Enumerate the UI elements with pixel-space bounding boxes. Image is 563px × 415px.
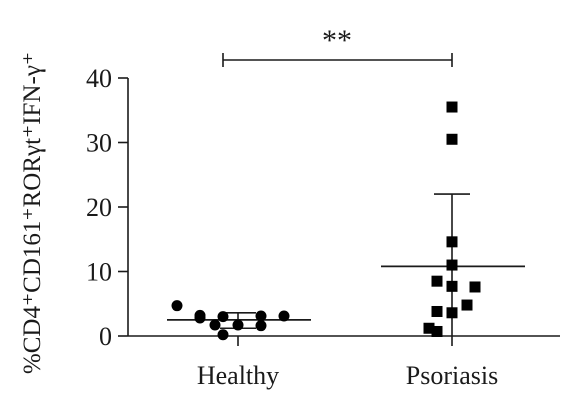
data-point xyxy=(171,300,183,312)
data-point xyxy=(194,312,206,324)
data-point xyxy=(423,322,435,334)
data-point xyxy=(217,311,229,323)
data-point xyxy=(217,329,229,341)
x-tick-label: Psoriasis xyxy=(406,361,498,390)
data-point xyxy=(446,101,458,113)
y-axis-label: %CD4⁺CD161⁺RORγt⁺IFN-γ⁺ xyxy=(19,52,46,374)
data-marks xyxy=(167,101,525,341)
x-tick-label: Healthy xyxy=(197,361,279,390)
data-point xyxy=(255,320,267,332)
data-point xyxy=(278,310,290,322)
y-tick-label: 40 xyxy=(86,64,112,93)
data-point xyxy=(431,275,443,287)
data-point xyxy=(446,133,458,145)
y-tick-label: 10 xyxy=(86,258,112,287)
data-point xyxy=(232,319,244,331)
data-point xyxy=(446,236,458,248)
data-point xyxy=(469,281,481,293)
significance-label: ** xyxy=(322,24,352,57)
data-point xyxy=(461,299,473,311)
data-point xyxy=(209,319,221,331)
data-point xyxy=(446,307,458,319)
data-point xyxy=(446,280,458,292)
data-point xyxy=(431,325,443,337)
y-tick-label: 0 xyxy=(99,322,112,351)
data-point xyxy=(255,310,267,322)
y-tick-label: 20 xyxy=(86,193,112,222)
axes: 0 10 20 30 40 Healthy Psoriasis xyxy=(86,53,560,390)
data-point xyxy=(446,259,458,271)
data-point xyxy=(431,305,443,317)
y-tick-label: 30 xyxy=(86,129,112,158)
